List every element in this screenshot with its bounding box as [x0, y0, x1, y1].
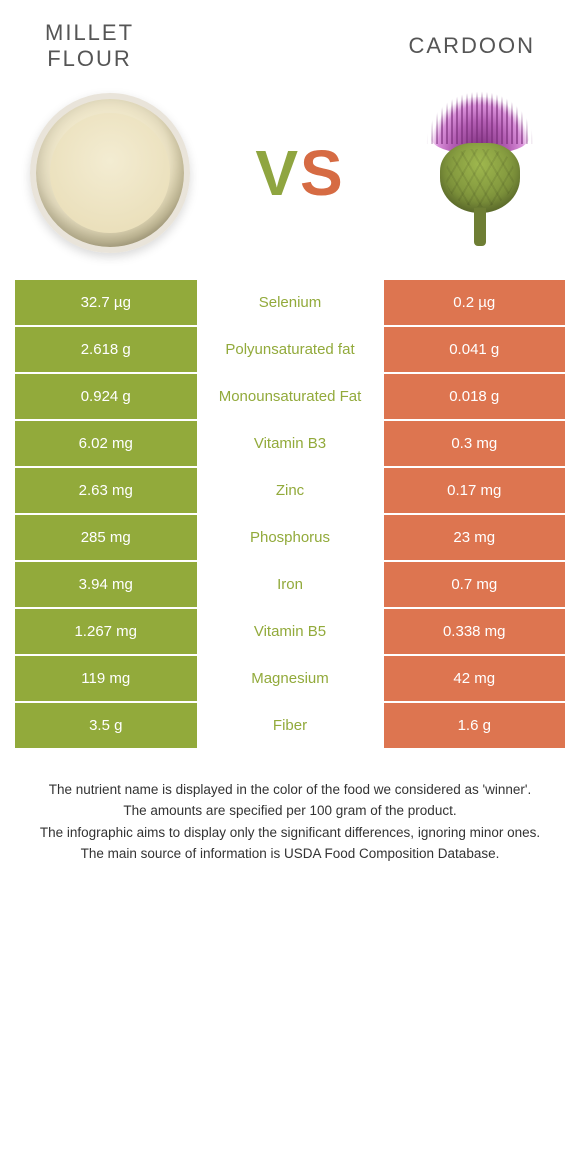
nutrient-label-cell: Polyunsaturated fat [197, 327, 384, 372]
table-row: 285 mgPhosphorus23 mg [15, 515, 565, 560]
left-value-cell: 32.7 µg [15, 280, 197, 325]
infographic-container: MILLET FLOUR CARDOON VS 32.7 µgSelenium0… [0, 0, 580, 896]
footnote-line: The amounts are specified per 100 gram o… [35, 801, 545, 821]
millet-flour-bowl-icon [30, 93, 190, 253]
left-value-cell: 0.924 g [15, 374, 197, 419]
right-food-image [410, 93, 550, 253]
nutrient-label-cell: Vitamin B3 [197, 421, 384, 466]
right-value-cell: 0.041 g [384, 327, 566, 372]
vs-label: VS [255, 136, 344, 210]
nutrient-label-cell: Monounsaturated Fat [197, 374, 384, 419]
left-food-title: MILLET FLOUR [45, 20, 134, 73]
nutrient-label-cell: Magnesium [197, 656, 384, 701]
left-food-title-line2: FLOUR [45, 46, 134, 72]
right-value-cell: 0.17 mg [384, 468, 566, 513]
left-food-image [30, 93, 190, 253]
nutrient-table: 32.7 µgSelenium0.2 µg2.618 gPolyunsatura… [15, 278, 565, 750]
nutrient-label-cell: Phosphorus [197, 515, 384, 560]
nutrient-label-cell: Vitamin B5 [197, 609, 384, 654]
table-row: 2.63 mgZinc0.17 mg [15, 468, 565, 513]
table-row: 3.5 gFiber1.6 g [15, 703, 565, 748]
right-value-cell: 0.7 mg [384, 562, 566, 607]
header: MILLET FLOUR CARDOON [15, 20, 565, 83]
footnotes: The nutrient name is displayed in the co… [15, 750, 565, 864]
table-row: 6.02 mgVitamin B30.3 mg [15, 421, 565, 466]
right-food-title: CARDOON [409, 33, 535, 59]
table-row: 2.618 gPolyunsaturated fat0.041 g [15, 327, 565, 372]
left-value-cell: 285 mg [15, 515, 197, 560]
left-value-cell: 119 mg [15, 656, 197, 701]
footnote-line: The main source of information is USDA F… [35, 844, 545, 864]
nutrient-label-cell: Selenium [197, 280, 384, 325]
nutrient-label-cell: Zinc [197, 468, 384, 513]
hero-row: VS [15, 83, 565, 278]
table-row: 3.94 mgIron0.7 mg [15, 562, 565, 607]
right-value-cell: 23 mg [384, 515, 566, 560]
right-value-cell: 42 mg [384, 656, 566, 701]
footnote-line: The nutrient name is displayed in the co… [35, 780, 545, 800]
table-row: 1.267 mgVitamin B50.338 mg [15, 609, 565, 654]
left-value-cell: 1.267 mg [15, 609, 197, 654]
cardoon-thistle-icon [410, 93, 550, 253]
table-row: 119 mgMagnesium42 mg [15, 656, 565, 701]
left-food-title-line1: MILLET [45, 20, 134, 46]
left-value-cell: 3.94 mg [15, 562, 197, 607]
footnote-line: The infographic aims to display only the… [35, 823, 545, 843]
vs-v: V [255, 137, 300, 209]
right-value-cell: 1.6 g [384, 703, 566, 748]
table-row: 0.924 gMonounsaturated Fat0.018 g [15, 374, 565, 419]
right-value-cell: 0.3 mg [384, 421, 566, 466]
left-value-cell: 2.618 g [15, 327, 197, 372]
left-value-cell: 3.5 g [15, 703, 197, 748]
table-row: 32.7 µgSelenium0.2 µg [15, 280, 565, 325]
vs-s: S [300, 137, 345, 209]
nutrient-label-cell: Fiber [197, 703, 384, 748]
right-value-cell: 0.2 µg [384, 280, 566, 325]
left-value-cell: 6.02 mg [15, 421, 197, 466]
right-value-cell: 0.338 mg [384, 609, 566, 654]
left-value-cell: 2.63 mg [15, 468, 197, 513]
nutrient-label-cell: Iron [197, 562, 384, 607]
right-value-cell: 0.018 g [384, 374, 566, 419]
